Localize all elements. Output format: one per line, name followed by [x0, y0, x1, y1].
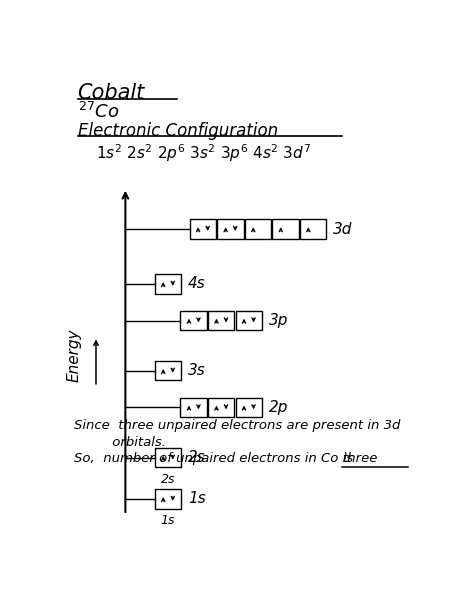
Bar	[236, 398, 262, 417]
Text: three: three	[342, 451, 377, 465]
Text: So,  number of unpaired electrons in Co is: So, number of unpaired electrons in Co i…	[74, 451, 353, 465]
Text: 2p: 2p	[269, 400, 288, 415]
Text: orbitals.: orbitals.	[74, 435, 166, 448]
Bar	[300, 219, 326, 239]
Text: 3s: 3s	[188, 364, 206, 378]
Text: Energy: Energy	[66, 328, 82, 381]
Bar	[181, 398, 207, 417]
Text: 2s: 2s	[161, 473, 175, 486]
Bar	[190, 219, 216, 239]
Bar	[155, 274, 181, 293]
Bar	[208, 311, 235, 330]
Bar	[155, 489, 181, 508]
Bar	[181, 311, 207, 330]
Text: Since  three unpaired electrons are present in 3d: Since three unpaired electrons are prese…	[74, 419, 401, 432]
Text: $^{27}$Co: $^{27}$Co	[78, 102, 119, 122]
Bar	[236, 311, 262, 330]
Text: 1s: 1s	[161, 514, 175, 527]
Bar	[245, 219, 271, 239]
Bar	[155, 361, 181, 381]
Bar	[217, 219, 244, 239]
Text: 2s: 2s	[188, 450, 206, 465]
Text: 4s: 4s	[188, 276, 206, 292]
Bar	[272, 219, 299, 239]
Text: 3d: 3d	[333, 222, 352, 236]
Text: 3p: 3p	[269, 313, 288, 328]
Text: $1s^2\ 2s^2\ 2p^6\ 3s^2\ 3p^6\ 4s^2\ 3d^7$: $1s^2\ 2s^2\ 2p^6\ 3s^2\ 3p^6\ 4s^2\ 3d^…	[96, 142, 311, 164]
Bar	[155, 448, 181, 467]
Text: Cobalt: Cobalt	[78, 83, 145, 103]
Bar	[208, 398, 235, 417]
Text: 1s: 1s	[188, 491, 206, 507]
Text: Electronic Configuration: Electronic Configuration	[78, 122, 278, 140]
